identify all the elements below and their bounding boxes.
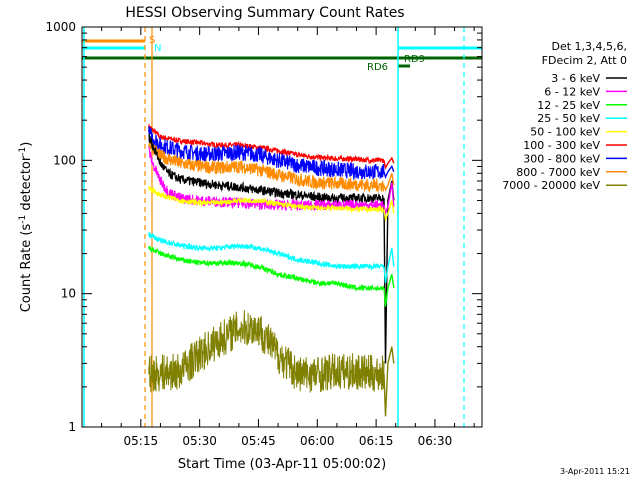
timestamp: 3-Apr-2011 15:21 bbox=[560, 467, 630, 476]
series-tail-8 bbox=[383, 274, 395, 307]
legend-label: 100 - 300 keV bbox=[523, 139, 600, 152]
x-tick-label: 05:15 bbox=[124, 434, 159, 448]
x-tick-label: 06:00 bbox=[300, 434, 335, 448]
legend-header-2: FDecim 2, Att 0 bbox=[542, 54, 627, 67]
x-axis-label: Start Time (03-Apr-11 05:00:02) bbox=[178, 457, 386, 472]
x-tick-label: 06:15 bbox=[359, 434, 394, 448]
series-tail-6 bbox=[383, 200, 395, 223]
x-tick-label: 05:45 bbox=[241, 434, 276, 448]
x-tick-label: 05:30 bbox=[182, 434, 217, 448]
legend-header-1: Det 1,3,4,5,6, bbox=[551, 40, 627, 53]
series-line-1 bbox=[148, 124, 385, 165]
legend-label: 3 - 6 keV bbox=[551, 72, 600, 85]
y-axis-label: Count Rate (s-1 detector-1) bbox=[18, 142, 34, 313]
annotation-rd6: RD6 bbox=[367, 62, 388, 73]
plot-area: SNRD6RD9 bbox=[82, 27, 482, 427]
series-tail-5 bbox=[383, 182, 395, 217]
y-tick-label: 1 bbox=[68, 420, 76, 434]
series-line-3 bbox=[148, 142, 385, 194]
x-tick-label: 06:30 bbox=[418, 434, 453, 448]
legend-label: 800 - 7000 keV bbox=[516, 166, 600, 179]
legend-label: 12 - 25 keV bbox=[537, 99, 600, 112]
series-line-9 bbox=[148, 310, 385, 393]
legend-label: 25 - 50 keV bbox=[537, 112, 600, 125]
series-line-2 bbox=[148, 126, 385, 181]
plot-frame bbox=[81, 26, 483, 428]
y-tick-label: 1000 bbox=[45, 20, 76, 34]
series-tail-2 bbox=[383, 164, 395, 179]
legend-label: 50 - 100 keV bbox=[530, 126, 600, 139]
annotation-rd9: RD9 bbox=[404, 54, 425, 65]
x-axis-ticks: 05:15 05:30 05:45 06:00 06:15 06:30 bbox=[81, 27, 475, 448]
series-line-7 bbox=[148, 231, 385, 272]
series-line-8 bbox=[148, 246, 385, 293]
legend: Det 1,3,4,5,6, FDecim 2, Att 0 3 - 6 keV… bbox=[502, 40, 627, 192]
series-tail-7 bbox=[383, 247, 395, 284]
series-tail-3 bbox=[383, 173, 395, 192]
annotation-n: N bbox=[154, 43, 161, 54]
legend-label: 6 - 12 keV bbox=[544, 85, 600, 98]
y-axis-ticks: 1 10 100 1000 bbox=[45, 20, 482, 434]
series-line-4 bbox=[148, 133, 385, 205]
legend-label: 7000 - 20000 keV bbox=[502, 179, 600, 192]
y-tick-label: 100 bbox=[53, 153, 76, 167]
series-tail-1 bbox=[383, 156, 395, 170]
legend-label: 300 - 800 keV bbox=[523, 152, 600, 165]
series-tail-9 bbox=[383, 346, 395, 417]
y-tick-label: 10 bbox=[61, 287, 76, 301]
chart-title: HESSI Observing Summary Count Rates bbox=[125, 5, 404, 21]
series-line-6 bbox=[148, 185, 385, 214]
